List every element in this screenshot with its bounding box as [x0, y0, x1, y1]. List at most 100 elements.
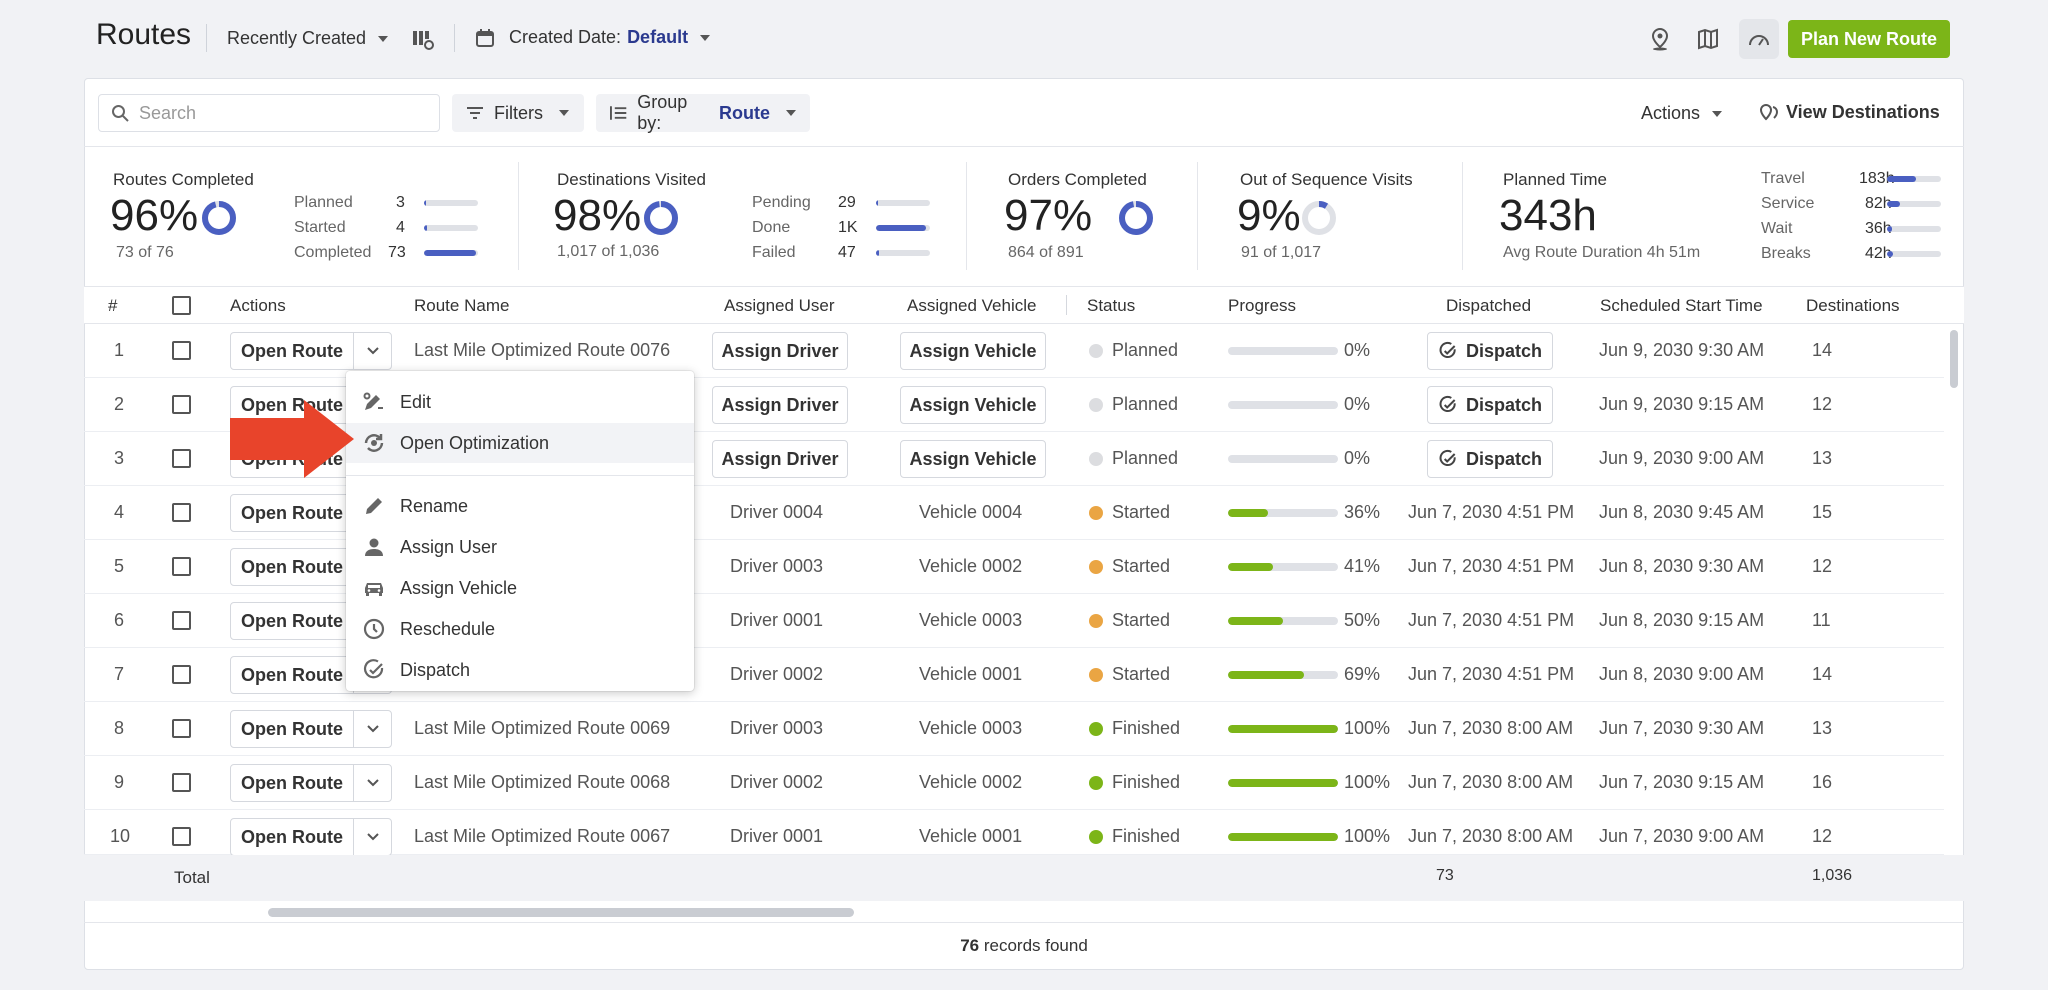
route-name[interactable]: Last Mile Optimized Route 0076: [414, 340, 671, 360]
dashboard-gauge-icon[interactable]: [1739, 19, 1779, 59]
date-filter-dropdown[interactable]: Created Date: Default: [475, 27, 711, 48]
assign-vehicle-button[interactable]: Assign Vehicle: [900, 332, 1046, 370]
destinations-count: 11: [1812, 610, 1831, 630]
destinations-count: 12: [1812, 394, 1833, 414]
row-checkbox[interactable]: [172, 449, 191, 468]
row-checkbox[interactable]: [172, 773, 191, 792]
col-destinations-header[interactable]: Destinations: [1806, 296, 1900, 315]
select-all-checkbox[interactable]: [172, 296, 191, 315]
filters-button[interactable]: Filters: [452, 94, 584, 132]
col-actions-header: Actions: [230, 296, 286, 315]
menu-item-dispatch[interactable]: Dispatch: [346, 650, 694, 690]
route-actions-toggle[interactable]: [353, 333, 391, 369]
assigned-vehicle: Vehicle 0001: [919, 826, 1023, 846]
assign-driver-button[interactable]: Assign Driver: [712, 386, 848, 424]
assign-driver-button[interactable]: Assign Driver: [712, 332, 848, 370]
records-found: 76 records found: [0, 936, 2048, 956]
row-checkbox[interactable]: [172, 827, 191, 846]
plan-new-route-button[interactable]: Plan New Route: [1788, 20, 1950, 58]
row-checkbox[interactable]: [172, 665, 191, 684]
planned-time-value: 343h: [1499, 191, 1597, 240]
open-route-button[interactable]: Open Route: [230, 818, 392, 856]
col-progress-header[interactable]: Progress: [1228, 296, 1297, 315]
table-row[interactable]: 10 Open Route Last Mile Optimized Route 00…: [84, 810, 1944, 856]
col-status-header[interactable]: Status: [1087, 296, 1136, 315]
col-assigned-vehicle-header[interactable]: Assigned Vehicle: [907, 296, 1037, 315]
table-row[interactable]: 9 Open Route Last Mile Optimized Route 006…: [84, 756, 1944, 810]
column-resize-handle[interactable]: [1066, 295, 1067, 315]
menu-item-rename[interactable]: Rename: [346, 486, 694, 526]
horizontal-scrollbar[interactable]: [268, 908, 854, 917]
col-scheduled-start-header[interactable]: Scheduled Start Time: [1600, 296, 1763, 315]
vertical-scrollbar[interactable]: [1950, 330, 1958, 388]
row-number: 9: [114, 772, 125, 792]
menu-item-assign-user[interactable]: Assign User: [346, 527, 694, 567]
menu-item-label: Dispatch: [400, 659, 471, 680]
table-row[interactable]: 8 Open Route Last Mile Optimized Route 006…: [84, 702, 1944, 756]
group-by-prefix: Group by:: [637, 92, 688, 133]
assigned-user: Driver 0003: [730, 718, 824, 738]
progress-bar: [1228, 617, 1338, 625]
assign-vehicle-button[interactable]: Assign Vehicle: [900, 440, 1046, 478]
breakdown-label: Travel: [1761, 170, 1805, 187]
progress-bar: [1228, 347, 1338, 355]
row-checkbox[interactable]: [172, 719, 191, 738]
open-route-button[interactable]: Open Route: [230, 332, 392, 370]
row-checkbox[interactable]: [172, 503, 191, 522]
menu-item-open-optimization[interactable]: Open Optimization: [346, 423, 694, 463]
out-of-sequence-sub: 91 of 1,017: [1241, 244, 1322, 261]
divider: [966, 162, 967, 270]
edit-route-icon: [363, 392, 383, 410]
route-actions-toggle[interactable]: [353, 711, 391, 747]
sort-dropdown[interactable]: Recently Created: [227, 28, 389, 49]
row-number: 4: [114, 502, 125, 522]
status-text: Started: [1112, 556, 1171, 576]
menu-item-label: Rename: [400, 495, 469, 516]
view-destinations-button[interactable]: View Destinations: [1758, 102, 1940, 123]
col-route-name-header[interactable]: Route Name: [414, 296, 510, 315]
search-box[interactable]: [98, 94, 440, 132]
row-checkbox[interactable]: [172, 557, 191, 576]
filters-label: Filters: [494, 102, 543, 123]
scheduled-start: Jun 7, 2030 9:00 AM: [1599, 826, 1765, 846]
records-suffix: records found: [983, 936, 1088, 955]
row-checkbox[interactable]: [172, 395, 191, 414]
route-actions-toggle[interactable]: [353, 819, 391, 855]
menu-item-assign-vehicle[interactable]: Assign Vehicle: [346, 568, 694, 608]
dispatch-button[interactable]: Dispatch: [1427, 440, 1553, 478]
menu-item-reschedule[interactable]: Reschedule: [346, 609, 694, 649]
route-name[interactable]: Last Mile Optimized Route 0068: [414, 772, 671, 792]
breakdown-bar: [876, 200, 930, 206]
column-settings-icon[interactable]: [412, 29, 434, 51]
assign-driver-button[interactable]: Assign Driver: [712, 440, 848, 478]
menu-item-label: Assign User: [400, 536, 498, 557]
status-text: Finished: [1112, 718, 1181, 738]
breakdown-value: 29: [838, 194, 856, 211]
dispatch-button[interactable]: Dispatch: [1427, 332, 1553, 370]
map-icon[interactable]: [1688, 19, 1728, 59]
open-route-button[interactable]: Open Route: [230, 764, 392, 802]
dispatch-button[interactable]: Dispatch: [1427, 386, 1553, 424]
status-dot: [1089, 506, 1103, 520]
assign-vehicle-button[interactable]: Assign Vehicle: [900, 386, 1046, 424]
col-dispatched-header[interactable]: Dispatched: [1446, 296, 1532, 315]
actions-dropdown[interactable]: Actions: [1641, 103, 1723, 124]
location-pin-icon[interactable]: [1640, 19, 1680, 59]
table-row[interactable]: 1 Open Route Last Mile Optimized Route 007…: [84, 324, 1944, 378]
group-by-dropdown[interactable]: Group by: Route: [596, 92, 810, 133]
row-checkbox[interactable]: [172, 341, 191, 360]
route-actions-toggle[interactable]: [353, 765, 391, 801]
divider: [1197, 162, 1198, 270]
open-route-button[interactable]: Open Route: [230, 710, 392, 748]
row-checkbox[interactable]: [172, 611, 191, 630]
divider: [84, 146, 1964, 147]
search-input[interactable]: [139, 102, 419, 124]
route-name[interactable]: Last Mile Optimized Route 0067: [414, 826, 671, 846]
open-route-label: Open Route: [241, 610, 343, 631]
caret-down-icon: [378, 35, 389, 42]
menu-item-edit[interactable]: Edit: [346, 382, 694, 422]
table-header: # Actions Route Name Assigned User Assig…: [84, 286, 1964, 324]
col-assigned-user-header[interactable]: Assigned User: [724, 296, 835, 315]
route-name[interactable]: Last Mile Optimized Route 0069: [414, 718, 671, 738]
progress-value: 69%: [1344, 664, 1381, 684]
